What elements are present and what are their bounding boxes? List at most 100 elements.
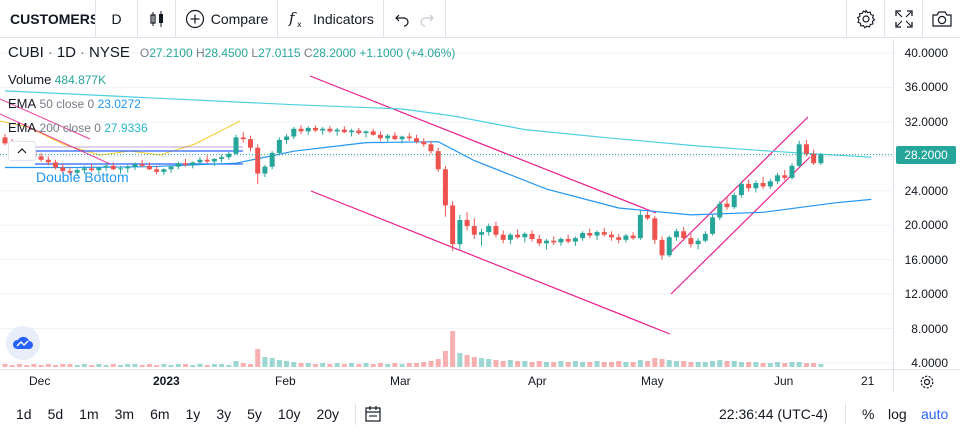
time-tick-label: Apr: [528, 374, 547, 388]
date-range-group: 1d 5d 1m 3m 6m 1y 3y 5y 10y 20y: [0, 406, 347, 422]
range-button-1y[interactable]: 1y: [185, 405, 201, 422]
chart-pane[interactable]: [0, 39, 893, 369]
price-tick-label: 20.0000: [904, 218, 948, 233]
tradingview-logo[interactable]: [6, 326, 40, 360]
candle-body: [363, 131, 369, 134]
trend-line-upper-down[interactable]: [309, 75, 657, 214]
clock-timezone[interactable]: 22:36:44 (UTC-4): [719, 406, 828, 422]
ema200-params: 200 close 0: [39, 121, 101, 135]
candle-body: [226, 153, 232, 158]
range-button-1d[interactable]: 1d: [16, 405, 32, 422]
last-price-tag: 28.2000: [896, 145, 956, 164]
fullscreen-button[interactable]: [884, 0, 922, 38]
range-button-5y[interactable]: 5y: [247, 405, 262, 422]
candle: [652, 215, 658, 245]
candle-body: [53, 162, 59, 168]
range-button-3m[interactable]: 3m: [114, 405, 135, 422]
volume-bar: [536, 361, 542, 367]
volume-bar: [276, 360, 282, 367]
candle: [96, 166, 102, 175]
candle-body: [385, 135, 391, 139]
volume-bar: [811, 363, 817, 367]
redo-icon[interactable]: [419, 11, 435, 27]
range-button-20y[interactable]: 20y: [316, 405, 340, 422]
range-button-10y[interactable]: 10y: [277, 405, 301, 422]
axis-settings-button[interactable]: [893, 369, 960, 393]
candle: [392, 132, 398, 140]
volume-bar: [370, 364, 376, 367]
svg-text:x: x: [297, 20, 302, 29]
legend-volume-row[interactable]: Volume 484.877K: [8, 72, 106, 87]
candle-body: [767, 181, 773, 187]
range-button-5d[interactable]: 5d: [47, 405, 64, 422]
range-button-1m[interactable]: 1m: [79, 405, 99, 422]
volume-bar: [753, 362, 759, 367]
candle: [240, 132, 246, 143]
candle: [616, 233, 622, 244]
range-button-6m[interactable]: 6m: [150, 405, 170, 422]
candle-body: [558, 239, 564, 243]
candle-body: [139, 164, 145, 166]
range-button-3y[interactable]: 3y: [216, 405, 232, 422]
candle: [565, 234, 571, 244]
candle: [724, 197, 730, 210]
legend-symbol[interactable]: CUBI: [8, 44, 44, 61]
compare-button[interactable]: Compare: [176, 0, 278, 38]
volume-bar: [2, 364, 8, 367]
price-chart[interactable]: [0, 39, 893, 369]
volume-bar: [197, 364, 203, 367]
volume-bar: [450, 331, 456, 367]
trend-line-lower-down[interactable]: [310, 190, 671, 335]
volume-bar: [161, 364, 167, 367]
legend-collapse-button[interactable]: [8, 141, 36, 161]
candle: [803, 139, 809, 157]
candle-body: [89, 168, 95, 171]
screenshot-button[interactable]: [922, 0, 960, 38]
undo-icon[interactable]: [394, 11, 410, 27]
volume-bar: [616, 361, 622, 367]
chart-legend: CUBI · 1D · NYSE O27.2100 H28.4500 L27.0…: [8, 44, 455, 61]
volume-bar: [60, 364, 66, 367]
candle: [717, 201, 723, 221]
chart-type-button[interactable]: [138, 0, 176, 38]
camera-icon: [931, 11, 952, 27]
candle-body: [190, 162, 196, 165]
candle: [219, 154, 225, 163]
volume-bar: [457, 353, 463, 367]
price-tick-label: 40.0000: [904, 46, 948, 60]
percent-toggle[interactable]: %: [862, 406, 875, 422]
legend-ema50-row[interactable]: EMA 50 close 0 23.0272: [8, 96, 141, 111]
candle-body: [565, 239, 571, 242]
interval-button[interactable]: D: [96, 0, 138, 38]
fx-icon: f x: [288, 9, 302, 29]
candle: [291, 127, 297, 140]
volume-bar: [775, 362, 781, 367]
trend-line-lower-up[interactable]: [670, 156, 811, 295]
legend-ema200-row[interactable]: EMA 200 close 0 27.9336: [8, 120, 148, 135]
symbol-search[interactable]: CUSTOMERS: [0, 0, 96, 38]
log-toggle[interactable]: log: [888, 406, 907, 422]
double-bottom-label[interactable]: Double Bottom: [36, 169, 129, 185]
volume-bar: [702, 362, 708, 367]
candle: [500, 230, 506, 244]
legend-dot-2: ·: [80, 44, 86, 61]
volume-bar: [233, 361, 239, 367]
volume-bar: [9, 365, 15, 367]
time-axis[interactable]: Dec 2023 Feb Mar Apr May Jun 21: [0, 369, 893, 393]
volume-bar: [392, 363, 398, 367]
auto-toggle[interactable]: auto: [921, 406, 949, 422]
indicators-button[interactable]: f x Indicators: [278, 0, 384, 38]
candle-body: [580, 232, 586, 239]
candle-body: [406, 136, 412, 139]
candle-body: [702, 233, 708, 241]
volume-bar: [363, 363, 369, 367]
candle-body: [399, 136, 405, 140]
candle: [435, 147, 441, 172]
candle-body: [760, 183, 766, 187]
settings-button[interactable]: [846, 0, 884, 38]
candle: [190, 161, 196, 169]
volume-bar: [500, 361, 506, 367]
calendar-range-icon[interactable]: [364, 405, 382, 423]
candle-body: [551, 240, 557, 243]
price-axis[interactable]: 4.0000 8.0000 12.0000 16.0000 20.0000 24.0000…: [893, 39, 960, 370]
